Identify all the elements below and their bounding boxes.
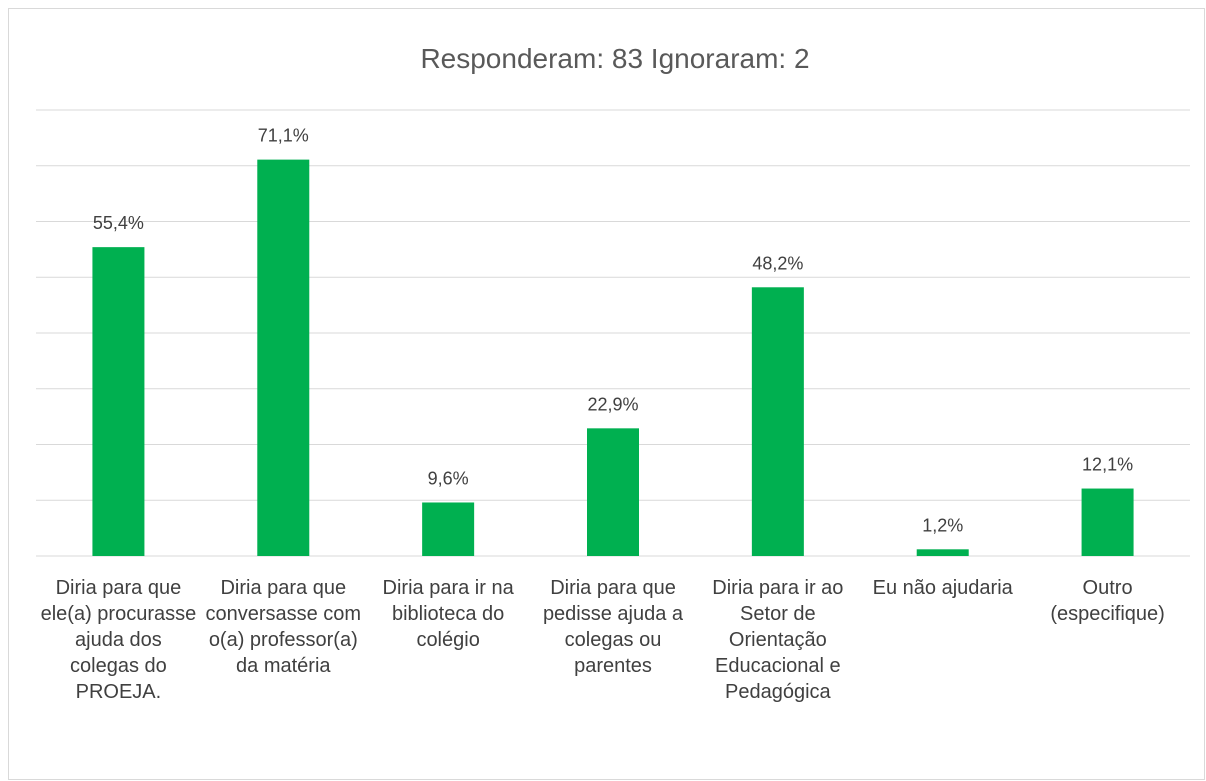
x-tick-label: Diria para ir na biblioteca do colégio [383,577,515,651]
value-label: 48,2% [752,253,803,273]
x-tick-label: Diria para que pedisse ajuda a colegas ou p… [543,577,684,677]
bar [587,428,639,556]
value-label: 71,1% [258,126,309,146]
bar [422,502,475,556]
bar [916,549,969,556]
x-tick-label: Diria para ir ao Setor de Orientação Educac… [712,577,843,703]
value-label: 12,1% [1082,455,1133,475]
bar [751,287,804,556]
chart-title: Responderam: 83 Ignoraram: 2 [420,43,809,74]
bar [1081,488,1134,556]
value-label: 22,9% [587,394,638,414]
bar [92,247,145,556]
x-tick-label: Outro (especifique) [1050,577,1165,625]
x-tick-label: Eu não ajudaria [873,577,1014,599]
value-label: 9,6% [428,468,469,488]
x-tick-label: Diria para que conversasse com o(a) profes… [205,577,361,677]
chart-frame [8,8,1205,780]
value-label: 1,2% [922,515,963,535]
value-label: 55,4% [93,213,144,233]
bar [257,159,310,556]
x-tick-label: Diria para que ele(a) procurasse ajuda dos… [41,577,197,703]
